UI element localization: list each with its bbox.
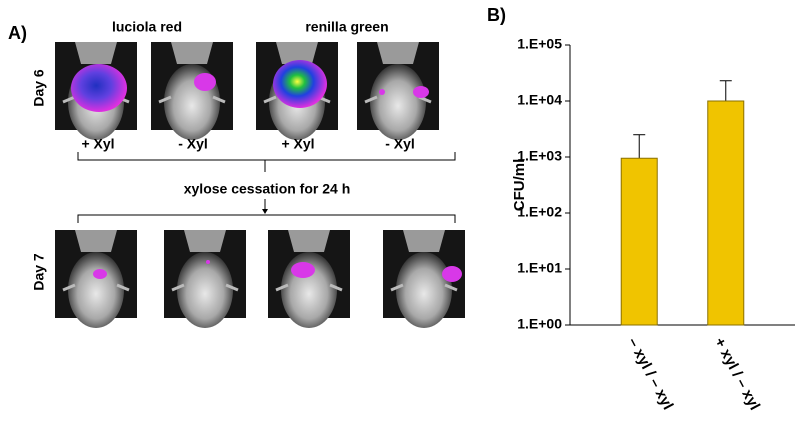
column-header: luciola red bbox=[112, 19, 182, 35]
panel-label: B) bbox=[487, 5, 506, 25]
bar bbox=[707, 100, 745, 326]
column-header: renilla green bbox=[305, 19, 388, 35]
note: xylose cessation for 24 h bbox=[184, 181, 351, 197]
image-label: + Xyl bbox=[81, 136, 114, 152]
row-label: Day 7 bbox=[31, 253, 47, 291]
y-tick-label: 1.E+03 bbox=[517, 148, 562, 164]
row-label: Day 6 bbox=[31, 69, 47, 107]
image-label: - Xyl bbox=[385, 136, 415, 152]
x-tick-label: + xyl / – xyl bbox=[711, 335, 763, 413]
bar bbox=[620, 157, 658, 326]
y-axis-label: CFU/ml bbox=[511, 159, 528, 212]
panel-label: A) bbox=[8, 23, 27, 43]
panel-a: A) luciola red renilla green Day 6 Day 7… bbox=[8, 19, 467, 330]
panel-b: B) CFU/ml 1.E+00 1.E+01 1.E+02 1.E+03 1.E+04… bbox=[487, 5, 795, 413]
y-tick-label: 1.E+04 bbox=[517, 92, 562, 108]
bracket bbox=[77, 214, 456, 223]
y-tick-label: 1.E+01 bbox=[517, 260, 562, 276]
images-day6 bbox=[53, 40, 441, 142]
images-day7 bbox=[53, 228, 467, 330]
y-tick-label: 1.E+02 bbox=[517, 204, 562, 220]
image-label: - Xyl bbox=[178, 136, 208, 152]
x-tick-label: – xyl / – xyl bbox=[624, 335, 676, 413]
y-tick-label: 1.E+00 bbox=[517, 316, 562, 332]
bracket bbox=[77, 152, 456, 172]
image-label: + Xyl bbox=[281, 136, 314, 152]
arrow-head bbox=[262, 209, 268, 214]
y-tick-label: 1.E+05 bbox=[517, 36, 562, 52]
